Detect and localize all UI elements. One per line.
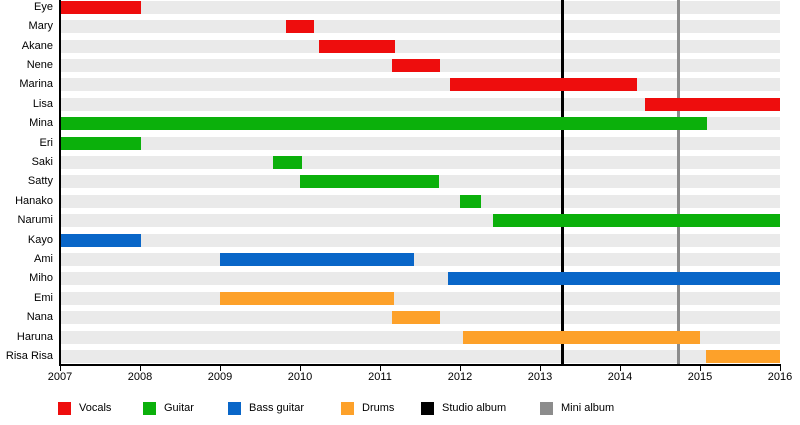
row-strip-saki (60, 156, 780, 169)
legend-label-bass-guitar: Bass guitar (249, 402, 305, 414)
x-tick-label-2014: 2014 (607, 371, 633, 383)
row-label-ami: Ami (34, 253, 53, 265)
tenure-bar-akane (319, 39, 396, 53)
row-label-kayo: Kayo (27, 233, 53, 246)
legend-label-studio-album: Studio album (442, 402, 507, 414)
x-tick-label-2016: 2016 (767, 371, 793, 383)
tenure-bar-nene (392, 59, 440, 72)
x-tick-label-2009: 2009 (207, 371, 233, 383)
tenure-bar-miho (448, 272, 780, 286)
row-label-risa-risa: Risa Risa (5, 350, 53, 362)
legend-label-vocals: Vocals (79, 402, 112, 414)
row-label-akane: Akane (21, 39, 53, 52)
row-label-eye: Eye (34, 0, 53, 13)
tenure-bar-emi (220, 291, 395, 305)
row-label-eri: Eri (39, 136, 53, 149)
event-line-studio-album (561, 0, 564, 364)
x-tick-2007 (59, 366, 61, 371)
row-strip-emi (60, 291, 780, 305)
x-tick-label-2007: 2007 (47, 371, 73, 383)
x-tick-2013 (539, 366, 541, 371)
x-tick-label-2013: 2013 (527, 371, 553, 383)
x-tick-2014 (619, 366, 621, 371)
tenure-bar-ami (220, 253, 415, 266)
legend-swatch-bass-guitar (228, 402, 241, 415)
row-strip-kayo (60, 233, 780, 247)
row-strip-risa-risa (60, 350, 780, 363)
row-label-haruna: Haruna (16, 330, 53, 343)
tenure-bar-eri (60, 136, 141, 150)
row-label-mary: Mary (28, 20, 53, 33)
x-axis-line (59, 364, 781, 366)
x-tick-label-2012: 2012 (447, 371, 473, 383)
legend-swatch-mini-album (540, 402, 553, 415)
tenure-bar-satty (300, 175, 440, 189)
tenure-bar-mina (60, 117, 708, 131)
row-label-marina: Marina (19, 78, 53, 91)
x-tick-2012 (459, 366, 461, 371)
row-label-narumi: Narumi (17, 214, 53, 227)
row-label-hanako: Hanako (15, 194, 53, 207)
tenure-bar-narumi (492, 214, 780, 228)
row-label-emi: Emi (34, 291, 53, 304)
row-label-miho: Miho (29, 272, 53, 285)
tenure-bar-nana (392, 311, 440, 325)
row-label-nene: Nene (26, 59, 53, 71)
row-label-nana: Nana (26, 311, 53, 324)
legend-label-guitar: Guitar (164, 402, 194, 414)
row-strip-eye (60, 0, 780, 14)
x-tick-2011 (379, 366, 381, 371)
row-strip-akane (60, 39, 780, 53)
x-tick-label-2011: 2011 (368, 371, 392, 383)
tenure-bar-hanako (460, 194, 481, 208)
x-tick-label-2010: 2010 (287, 371, 313, 383)
x-tick-2016 (779, 366, 781, 371)
event-line-mini-album (676, 0, 680, 364)
x-tick-2010 (299, 366, 301, 371)
legend-swatch-guitar (143, 402, 156, 415)
legend-swatch-drums (341, 402, 354, 415)
x-tick-2009 (219, 366, 221, 371)
row-label-satty: Satty (27, 175, 53, 188)
tenure-bar-saki (272, 156, 302, 169)
tenure-bar-mary (286, 20, 314, 34)
x-tick-2015 (699, 366, 701, 371)
row-strip-hanako (60, 194, 780, 208)
tenure-bar-lisa (644, 97, 780, 111)
legend-label-drums: Drums (362, 402, 395, 414)
row-strip-ami (60, 253, 780, 266)
tenure-bar-risa-risa (706, 350, 780, 363)
row-label-mina: Mina (29, 117, 53, 130)
y-axis-line (59, 0, 61, 364)
tenure-bar-haruna (463, 330, 700, 344)
tenure-bar-kayo (60, 233, 141, 247)
row-strip-lisa (60, 97, 780, 111)
x-tick-label-2008: 2008 (127, 371, 153, 383)
row-strip-marina (60, 78, 780, 92)
legend-swatch-studio-album (421, 402, 434, 415)
legend-label-mini-album: Mini album (561, 402, 615, 414)
legend-swatch-vocals (58, 402, 71, 415)
row-label-lisa: Lisa (32, 97, 53, 110)
row-strip-eri (60, 136, 780, 150)
tenure-bar-eye (60, 0, 141, 14)
row-strip-mary (60, 20, 780, 34)
x-tick-2008 (139, 366, 141, 371)
x-tick-label-2015: 2015 (687, 371, 713, 383)
tenure-bar-marina (450, 78, 637, 92)
row-label-saki: Saki (31, 156, 53, 168)
